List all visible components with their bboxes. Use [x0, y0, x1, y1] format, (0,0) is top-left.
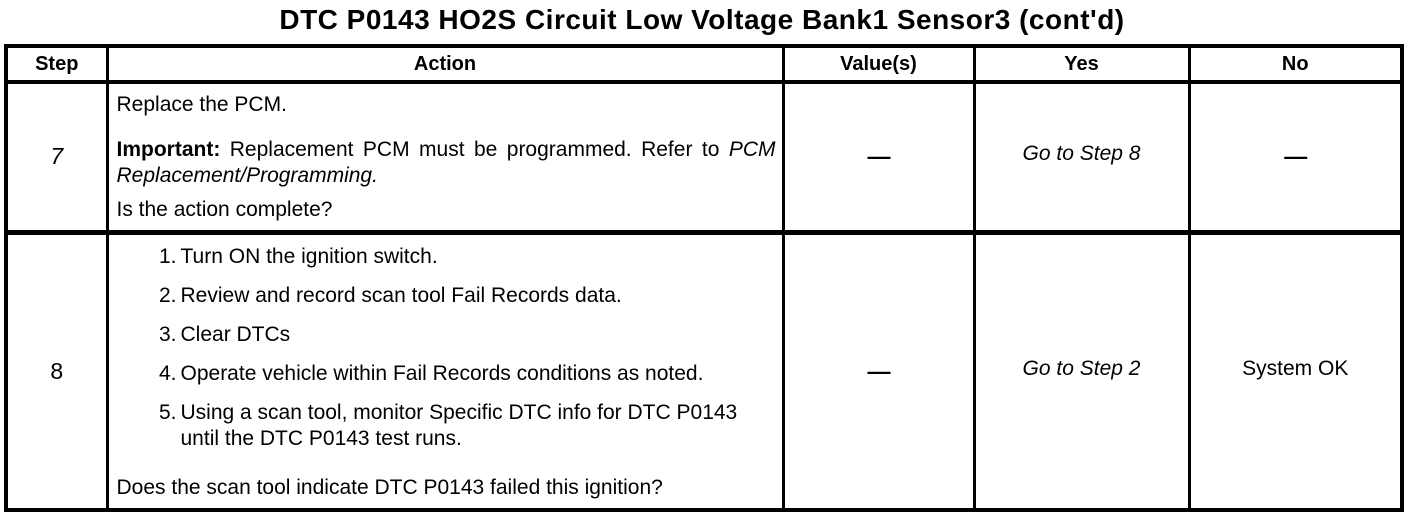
important-text: Replacement PCM must be programmed. Refe…: [220, 137, 729, 161]
no-result-text: System OK: [1242, 356, 1349, 380]
list-item: 5. Using a scan tool, monitor Specific DT…: [159, 400, 759, 452]
list-item-text: Turn ON the ignition switch.: [180, 245, 438, 269]
action-content: 1. Turn ON the ignition switch. 2. Review …: [110, 235, 780, 507]
diagnostic-table: Step Action Value(s) Yes No 7 Replace th…: [4, 44, 1404, 512]
yes-cell: Go to Step 2: [972, 230, 1191, 512]
yes-cell: Go to Step 8: [972, 80, 1191, 235]
action-important-note: Important: Replacement PCM must be progr…: [117, 137, 776, 189]
list-item-number: 2.: [158, 284, 177, 308]
no-dash: —: [1284, 143, 1307, 170]
yes-goto-text: Go to Step 8: [1022, 142, 1141, 166]
list-item-number: 4.: [158, 362, 177, 386]
step-number: 8: [4, 230, 109, 512]
step-number: 7: [4, 80, 109, 235]
list-item: 3. Clear DTCs: [159, 322, 759, 348]
no-cell: —: [1187, 80, 1404, 235]
table-row-step-8: 8 1. Turn ON the ignition switch. 2. Revie…: [4, 230, 1404, 512]
no-cell: System OK: [1187, 230, 1404, 512]
action-text: Replace the PCM.: [116, 92, 287, 116]
list-item-text: Clear DTCs: [180, 323, 291, 347]
col-header-step: Step: [4, 44, 109, 84]
table-row-step-7: 7 Replace the PCM. Important: Replacemen…: [4, 80, 1404, 235]
action-content: Replace the PCM. Important: Replacement …: [110, 85, 780, 227]
list-item: 1. Turn ON the ignition switch.: [159, 244, 759, 270]
value-cell: —: [781, 230, 976, 512]
value-dash: —: [867, 357, 891, 384]
action-question: Is the action complete?: [116, 197, 333, 221]
list-item: 4. Operate vehicle within Fail Records co…: [159, 361, 759, 387]
value-dash: —: [867, 143, 891, 170]
action-numbered-list: 1. Turn ON the ignition switch. 2. Review …: [117, 244, 776, 465]
list-item: 2. Review and record scan tool Fail Recor…: [159, 283, 759, 309]
list-item-number: 3.: [158, 323, 177, 347]
list-item-number: 5.: [158, 401, 177, 425]
col-header-action: Action: [105, 44, 785, 84]
list-item-number: 1.: [158, 245, 177, 269]
page-title: DTC P0143 HO2S Circuit Low Voltage Bank1…: [279, 4, 1125, 35]
value-cell: —: [781, 80, 976, 235]
col-header-no: No: [1187, 44, 1404, 84]
action-cell: Replace the PCM. Important: Replacement …: [105, 80, 785, 235]
important-reference: PCM Replacement/Programming.: [116, 137, 776, 187]
list-item-text: Review and record scan tool Fail Records…: [180, 284, 622, 308]
action-question: Does the scan tool indicate DTC P0143 fa…: [116, 476, 663, 500]
list-item-text: Operate vehicle within Fail Records cond…: [180, 362, 704, 386]
list-item-text: Using a scan tool, monitor Specific DTC …: [180, 401, 738, 451]
yes-goto-text: Go to Step 2: [1022, 356, 1141, 380]
col-header-yes: Yes: [972, 44, 1191, 84]
header-row: Step Action Value(s) Yes No: [4, 44, 1404, 84]
important-label: Important:: [116, 137, 221, 161]
col-header-values: Value(s): [781, 44, 976, 84]
action-cell: 1. Turn ON the ignition switch. 2. Review …: [105, 230, 785, 512]
